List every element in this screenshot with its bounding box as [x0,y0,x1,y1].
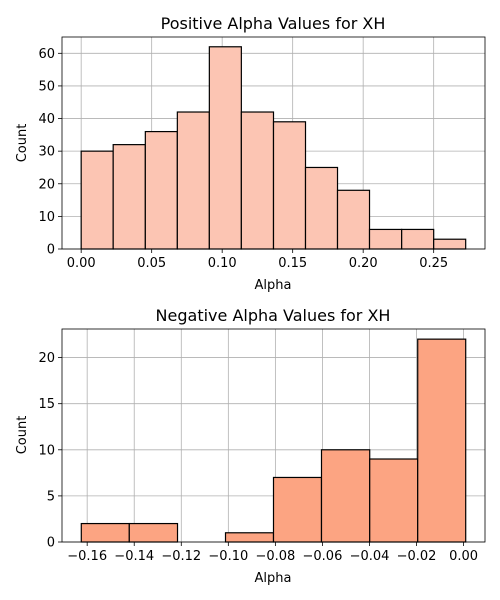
histogram-bar [417,338,467,543]
x-tick-label: −0.02 [397,549,437,564]
histogram-bar [401,228,435,250]
x-tick-label: −0.16 [67,549,107,564]
histogram-bar [320,449,371,543]
y-tick-label: 0 [47,536,55,551]
y-tick-label: 20 [38,351,55,366]
histogram-bar [224,532,275,543]
x-tick-label: 0.00 [449,549,478,564]
x-axis-label: Alpha [255,278,292,293]
histogram-bar [304,166,339,250]
x-tick-label: 0.10 [208,256,237,271]
y-tick-label: 10 [38,443,55,458]
histogram-bar [176,111,210,250]
x-tick-label: −0.06 [303,549,343,564]
y-tick-label: 5 [47,489,55,504]
positive-alpha-histogram: Positive Alpha Values for XH 0.00 0.05 0.1… [15,14,486,293]
x-tick-label: 0.05 [137,256,166,271]
chart-title: Positive Alpha Values for XH [161,14,386,33]
histogram-bar [80,522,130,543]
plot-frame [61,328,486,543]
x-tick-label: 0.20 [349,256,378,271]
y-tick-label: 50 [38,79,55,94]
histogram-bar [368,228,403,250]
y-tick-label: 20 [38,177,55,192]
y-tick-label: 60 [38,47,55,62]
negative-alpha-histogram: Negative Alpha Values for XH −0.16 −0.14−… [15,306,486,586]
histogram-bar [272,121,307,250]
x-tick-label: −0.08 [255,549,295,564]
histogram-bar [240,111,275,250]
histogram-bar [208,46,242,250]
histogram-bar [112,144,146,250]
y-tick-label: 10 [38,210,55,225]
x-tick-label: 0.25 [419,256,448,271]
x-tick-label: −0.04 [350,549,390,564]
x-tick-label: −0.10 [208,549,248,564]
histogram-bar [144,130,178,250]
y-tick-label: 0 [47,243,55,258]
histogram-bar [128,522,179,543]
plot-frame [61,36,486,250]
x-tick-label: −0.12 [161,549,201,564]
y-tick-label: 30 [38,145,55,160]
histogram-bar [272,476,323,543]
x-tick-label: 0.15 [278,256,307,271]
histogram-bar [369,458,419,543]
chart-title: Negative Alpha Values for XH [156,306,391,325]
x-axis-label: Alpha [255,571,292,586]
y-axis-label: Count [15,416,30,455]
histogram-bar [433,238,467,250]
y-tick-label: 15 [38,397,55,412]
y-tick-label: 40 [38,112,55,127]
x-tick-label: 0.00 [67,256,96,271]
histogram-bar [336,189,371,250]
y-axis-label: Count [15,124,30,163]
x-tick-label: −0.14 [114,549,154,564]
histogram-bar [80,150,114,250]
